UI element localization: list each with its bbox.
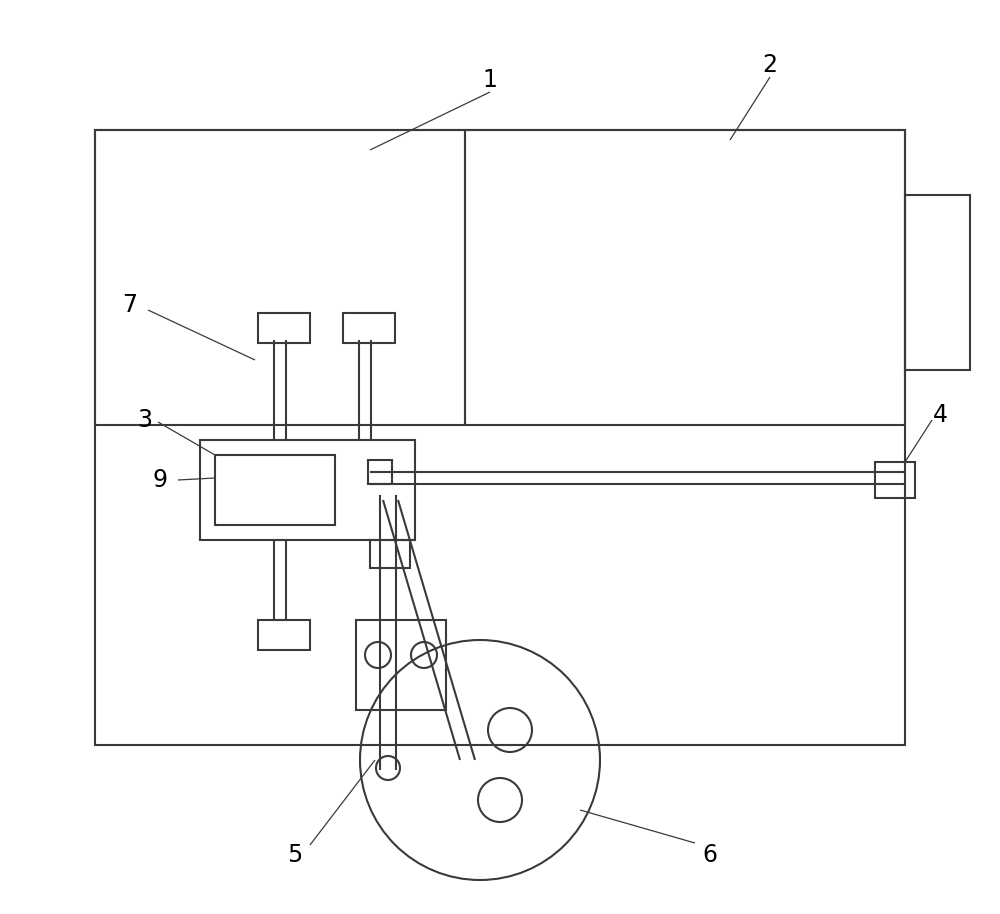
Bar bbox=[465, 130, 905, 425]
Text: 9: 9 bbox=[152, 468, 168, 492]
Bar bbox=[356, 620, 446, 710]
Text: 7: 7 bbox=[122, 293, 138, 317]
Text: 4: 4 bbox=[932, 403, 948, 427]
Text: 2: 2 bbox=[763, 53, 778, 77]
Text: 1: 1 bbox=[483, 68, 497, 92]
Bar bbox=[368, 460, 392, 484]
Bar bbox=[200, 440, 415, 540]
Text: 6: 6 bbox=[702, 843, 718, 867]
Bar bbox=[258, 313, 310, 343]
Bar bbox=[95, 130, 905, 745]
Text: 5: 5 bbox=[287, 843, 303, 867]
Bar bbox=[215, 455, 335, 525]
Bar bbox=[370, 540, 410, 568]
Bar bbox=[875, 462, 915, 498]
Bar bbox=[343, 313, 395, 343]
Bar bbox=[95, 130, 465, 425]
Text: 3: 3 bbox=[138, 408, 152, 432]
Bar bbox=[905, 195, 970, 370]
Bar bbox=[258, 620, 310, 650]
